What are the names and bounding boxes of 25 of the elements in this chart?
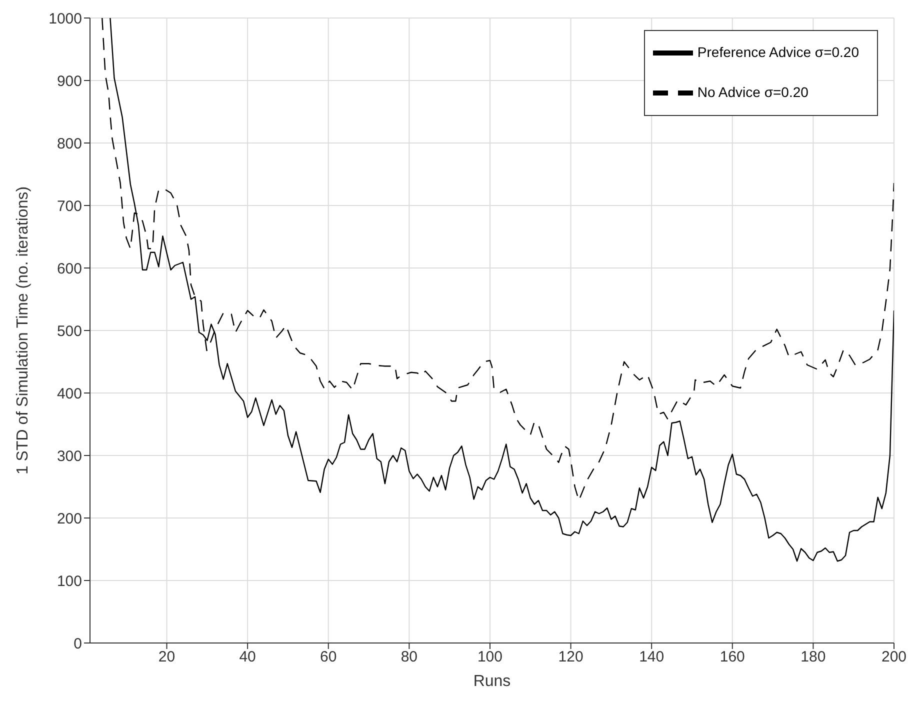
y-tick-label: 400	[56, 385, 82, 402]
x-tick-label: 40	[239, 648, 256, 666]
y-tick-label: 300	[56, 448, 82, 465]
legend-label: Preference Advice σ=0.20	[697, 44, 859, 60]
x-tick-label: 140	[639, 648, 664, 666]
y-tick-label: 0	[74, 635, 82, 652]
x-tick-label: 100	[477, 648, 502, 666]
y-tick-label: 1000	[48, 10, 82, 28]
x-tick-label: 20	[158, 648, 176, 666]
y-tick-label: 200	[56, 510, 82, 528]
x-tick-label: 80	[400, 648, 418, 666]
y-tick-label: 800	[56, 135, 82, 152]
x-tick-label: 160	[720, 648, 745, 666]
x-tick-label: 60	[320, 648, 337, 666]
x-tick-label: 180	[800, 648, 826, 666]
x-axis-title: Runs	[473, 673, 511, 690]
x-tick-label: 120	[558, 648, 584, 666]
y-tick-label: 600	[56, 260, 82, 278]
legend-label: No Advice σ=0.20	[697, 84, 808, 100]
y-tick-label: 900	[56, 72, 82, 90]
y-tick-label: 700	[56, 198, 82, 215]
y-tick-label: 100	[56, 572, 82, 590]
x-tick-label: 200	[881, 648, 907, 666]
y-tick-label: 500	[56, 322, 82, 340]
y-axis-title: 1 STD of Simulation Time (no. iterations)	[14, 186, 32, 475]
